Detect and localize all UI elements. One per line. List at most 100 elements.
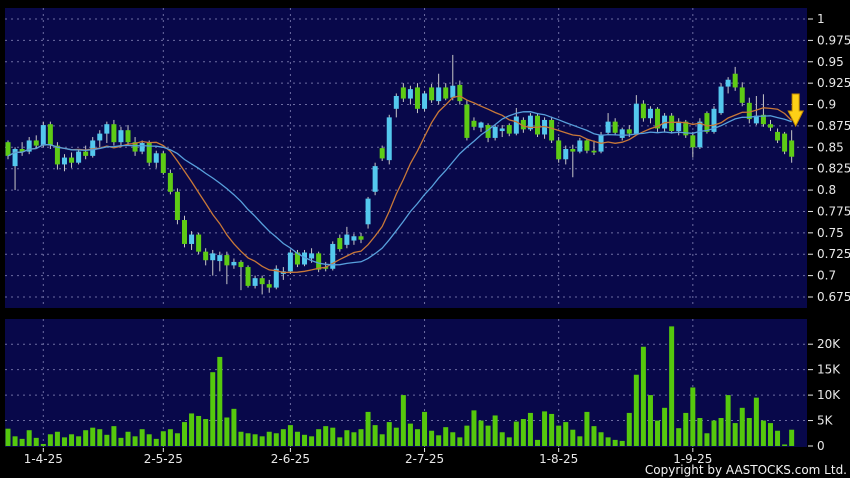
volume-bar — [26, 430, 32, 446]
volume-bar — [316, 429, 322, 446]
volume-bar — [323, 426, 329, 446]
candle-down — [203, 251, 209, 261]
candle-up — [633, 103, 639, 134]
volume-bar — [125, 431, 131, 446]
volume-bar — [577, 436, 583, 446]
volume-bar — [690, 387, 696, 446]
volume-bar — [527, 412, 533, 446]
candle-up — [273, 268, 279, 288]
volume-bar — [386, 422, 392, 446]
candle-up — [619, 129, 625, 138]
volume-bar — [718, 418, 724, 446]
candle-up — [718, 86, 724, 114]
volume-bar — [5, 428, 11, 446]
volume-bar — [429, 430, 435, 446]
y-axis-label: 0.975 — [817, 33, 850, 47]
volume-bar — [753, 397, 759, 446]
y-axis-label: 0.95 — [817, 55, 844, 69]
candle-down — [746, 102, 752, 120]
candle-up — [605, 121, 611, 133]
volume-bar — [33, 437, 39, 446]
candle-up — [217, 255, 223, 262]
candle-down — [570, 149, 576, 152]
volume-bar — [598, 432, 604, 446]
volume-bar — [210, 372, 216, 446]
candle-down — [535, 115, 540, 135]
volume-bar — [782, 444, 788, 446]
volume-bar — [789, 429, 795, 446]
y-axis-label: 0.925 — [817, 76, 850, 90]
candle-down — [245, 267, 251, 286]
volume-bar — [358, 429, 364, 446]
volume-bar — [436, 435, 442, 446]
y-axis-label: 0.8 — [817, 183, 836, 197]
candle-up — [676, 121, 682, 132]
volume-bar — [69, 434, 75, 446]
candle-up — [252, 278, 258, 286]
volume-bar — [118, 437, 124, 446]
candle-up — [753, 115, 759, 124]
candle-up — [365, 198, 371, 225]
y-axis-label: 0.875 — [817, 119, 850, 133]
candle-up — [478, 122, 484, 128]
volume-bar — [238, 431, 244, 446]
volume-bar — [414, 429, 420, 446]
volume-bar — [612, 439, 618, 446]
volume-bar — [506, 437, 512, 446]
volume-bar — [767, 423, 773, 446]
volume-bar — [372, 425, 378, 446]
candle-down — [266, 284, 272, 288]
price-panel — [5, 8, 807, 308]
x-axis-label: 2-5-25 — [144, 452, 183, 466]
volume-bar — [19, 438, 25, 446]
candle-up — [139, 143, 145, 152]
volume-bar — [633, 374, 639, 446]
volume-bar — [443, 427, 449, 446]
candle-up — [344, 234, 350, 245]
volume-bar — [224, 417, 230, 446]
candle-down — [640, 103, 646, 119]
candle-up — [61, 157, 67, 165]
volume-bar — [732, 423, 738, 446]
candle-down — [182, 220, 187, 244]
volume-bar — [231, 408, 237, 446]
candle-down — [457, 84, 463, 102]
candle-up — [153, 153, 159, 163]
candle-down — [337, 237, 343, 250]
volume-bar — [619, 440, 625, 446]
candle-down — [69, 157, 75, 163]
volume-bar — [542, 411, 548, 446]
volume-bar — [760, 420, 766, 446]
y-axis-label: 0.725 — [817, 247, 850, 261]
down-arrow-marker — [787, 93, 804, 128]
volume-bar — [457, 437, 463, 446]
candle-down — [316, 253, 322, 270]
candle-up — [351, 236, 357, 241]
candle-up — [90, 140, 96, 156]
volume-bar — [252, 434, 258, 446]
candle-up — [287, 252, 293, 272]
volume-bar — [12, 436, 18, 446]
ma-line-ma_short — [7, 95, 793, 274]
candle-down — [471, 120, 477, 127]
candle-up — [26, 140, 32, 152]
candle-down — [167, 172, 173, 192]
volume-bar — [591, 426, 597, 446]
candle-down — [669, 115, 675, 132]
volume-bar — [407, 423, 413, 446]
ma-line-ma_long — [7, 111, 792, 266]
volume-bar — [273, 433, 279, 446]
candle-down — [626, 129, 632, 134]
candle-up — [436, 87, 442, 102]
candle-down — [789, 140, 795, 157]
candle-down — [655, 108, 661, 129]
volume-bar — [464, 425, 470, 446]
candle-up — [725, 79, 731, 87]
volume-bar — [132, 436, 138, 446]
volume-axis-label: 20K — [817, 337, 841, 351]
candle-down — [612, 121, 618, 133]
candle-down — [549, 119, 555, 141]
candle-down — [584, 140, 590, 151]
